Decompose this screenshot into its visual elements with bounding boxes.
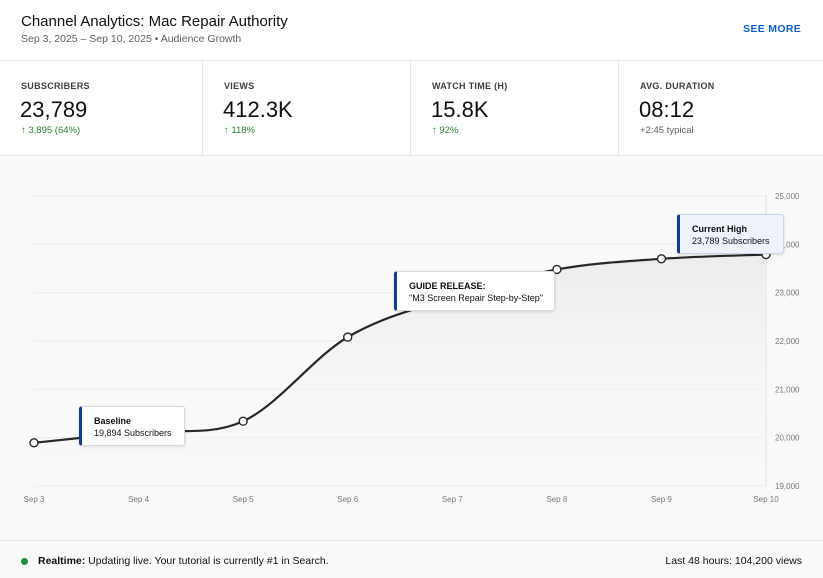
annotation-title: Baseline <box>94 416 132 426</box>
metric-delta: ↑ 92% <box>432 125 459 136</box>
live-status-dot <box>21 558 28 565</box>
page-title: Channel Analytics: Mac Repair Authority <box>21 13 288 30</box>
metric-views[interactable]: VIEWS 412.3K ↑ 118% <box>203 61 411 155</box>
data-point <box>552 264 562 275</box>
metric-delta: ↑ 118% <box>224 125 255 136</box>
y-tick-label: 22,000 <box>775 337 800 346</box>
x-tick-label: Sep 6 <box>337 495 358 504</box>
x-tick-label: Sep 5 <box>233 495 254 504</box>
last-48-hours-views: Last 48 hours: 104,200 views <box>665 555 802 567</box>
data-point <box>29 438 39 448</box>
x-tick-label: Sep 10 <box>753 495 779 504</box>
annotation-guide-release: GUIDE RELEASE: "M3 Screen Repair Step-by… <box>394 271 555 311</box>
metric-delta: ↑ 3,895 (64%) <box>21 125 81 136</box>
y-tick-label: 21,000 <box>775 385 800 394</box>
x-tick-label: Sep 8 <box>546 495 567 504</box>
data-point <box>238 416 248 426</box>
realtime-label: Realtime: <box>38 555 86 567</box>
metric-value: 412.3K <box>223 97 293 122</box>
x-tick-label: Sep 3 <box>24 495 45 504</box>
x-tick-label: Sep 7 <box>442 495 463 504</box>
annotation-baseline: Baseline 19,894 Subscribers <box>79 406 185 446</box>
data-point <box>343 332 353 342</box>
realtime-message: Realtime: Updating live. Your tutorial i… <box>38 555 329 567</box>
metric-label: SUBSCRIBERS <box>21 81 90 91</box>
date-range-subtitle: Sep 3, 2025 – Sep 10, 2025 • Audience Gr… <box>21 33 242 45</box>
see-more-link[interactable]: SEE MORE <box>743 23 801 35</box>
annotation-title: GUIDE RELEASE: <box>409 281 486 291</box>
y-tick-label: 24,000 <box>775 240 800 249</box>
annotation-text: 23,789 Subscribers <box>692 236 770 246</box>
y-tick-label: 19,000 <box>775 482 800 491</box>
metric-subscribers[interactable]: SUBSCRIBERS 23,789 ↑ 3,895 (64%) <box>0 61 203 155</box>
data-point <box>656 254 667 264</box>
metric-avg-duration[interactable]: AVG. DURATION 08:12 +2:45 typical <box>619 61 823 155</box>
metric-label: VIEWS <box>224 81 255 91</box>
subscriber-chart: Sep 3 Sep 4 Sep 5 Sep 6 Sep 7 Sep 8 Sep 9 Sep 1… <box>0 156 823 540</box>
annotation-text: "M3 Screen Repair Step-by-Step" <box>409 293 543 303</box>
annotation-title: Current High <box>692 224 747 234</box>
y-tick-label: 25,000 <box>775 192 800 201</box>
metric-value: 08:12 <box>639 97 695 122</box>
annotation-current-high: Current High 23,789 Subscribers <box>677 214 784 254</box>
metric-value: 15.8K <box>431 97 489 122</box>
y-tick-label: 20,000 <box>775 434 800 443</box>
y-tick-label: 23,000 <box>775 289 800 298</box>
subscriber-area-fill <box>34 254 766 486</box>
metric-label: WATCH TIME (H) <box>432 81 508 91</box>
metric-label: AVG. DURATION <box>640 81 715 91</box>
metric-delta: +2:45 typical <box>640 125 694 136</box>
realtime-footer: Realtime: Updating live. Your tutorial i… <box>0 540 823 578</box>
metrics-row: SUBSCRIBERS 23,789 ↑ 3,895 (64%) VIEWS 4… <box>0 61 823 156</box>
x-tick-label: Sep 4 <box>128 495 149 504</box>
metric-watch-time[interactable]: WATCH TIME (H) 15.8K ↑ 92% <box>411 61 619 155</box>
header: Channel Analytics: Mac Repair Authority … <box>0 0 823 61</box>
x-tick-label: Sep 9 <box>651 495 672 504</box>
annotation-text: 19,894 Subscribers <box>94 428 172 438</box>
realtime-text: Updating live. Your tutorial is currentl… <box>85 555 329 567</box>
chart-svg: Sep 3 Sep 4 Sep 5 Sep 6 Sep 7 Sep 8 Sep 9 Sep 1… <box>24 192 800 504</box>
metric-value: 23,789 <box>20 97 88 122</box>
